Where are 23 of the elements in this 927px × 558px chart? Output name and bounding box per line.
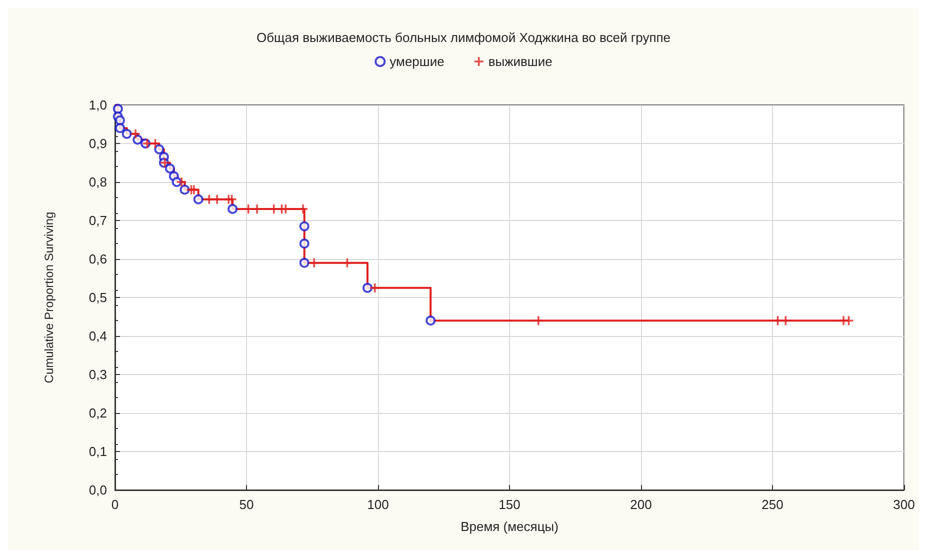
y-tick-label: 0,9 <box>88 136 107 151</box>
x-tick-label: 300 <box>893 497 915 512</box>
y-tick-label: 0,3 <box>88 367 107 382</box>
y-tick-label: 0,5 <box>88 290 107 305</box>
x-tick-label: 250 <box>762 497 784 512</box>
x-tick-label: 100 <box>367 497 389 512</box>
chart-title: Общая выживаемость больных лимфомой Ходжкина во всей группе <box>256 30 671 45</box>
y-axis-title: Cumulative Proportion Surviving <box>42 212 56 384</box>
x-axis-title: Время (месяцы) <box>460 519 558 534</box>
y-tick-label: 0,6 <box>88 252 107 266</box>
y-tick-label: 0,0 <box>88 482 107 498</box>
y-tick-label: 0,4 <box>88 328 107 344</box>
y-tick-label: 0,2 <box>88 406 107 420</box>
y-tick-label: 0,8 <box>88 174 107 190</box>
x-tick-label: 0 <box>111 497 119 512</box>
legend-label: выжившие <box>488 54 552 69</box>
legend-label: умершие <box>390 54 444 69</box>
y-tick-label: 0,1 <box>88 444 107 459</box>
x-tick-label: 150 <box>498 497 520 512</box>
y-tick-label: 1,0 <box>88 98 107 112</box>
x-tick-label: 50 <box>239 497 254 512</box>
y-tick-label: 0,7 <box>88 213 107 228</box>
x-tick-label: 200 <box>630 497 652 512</box>
